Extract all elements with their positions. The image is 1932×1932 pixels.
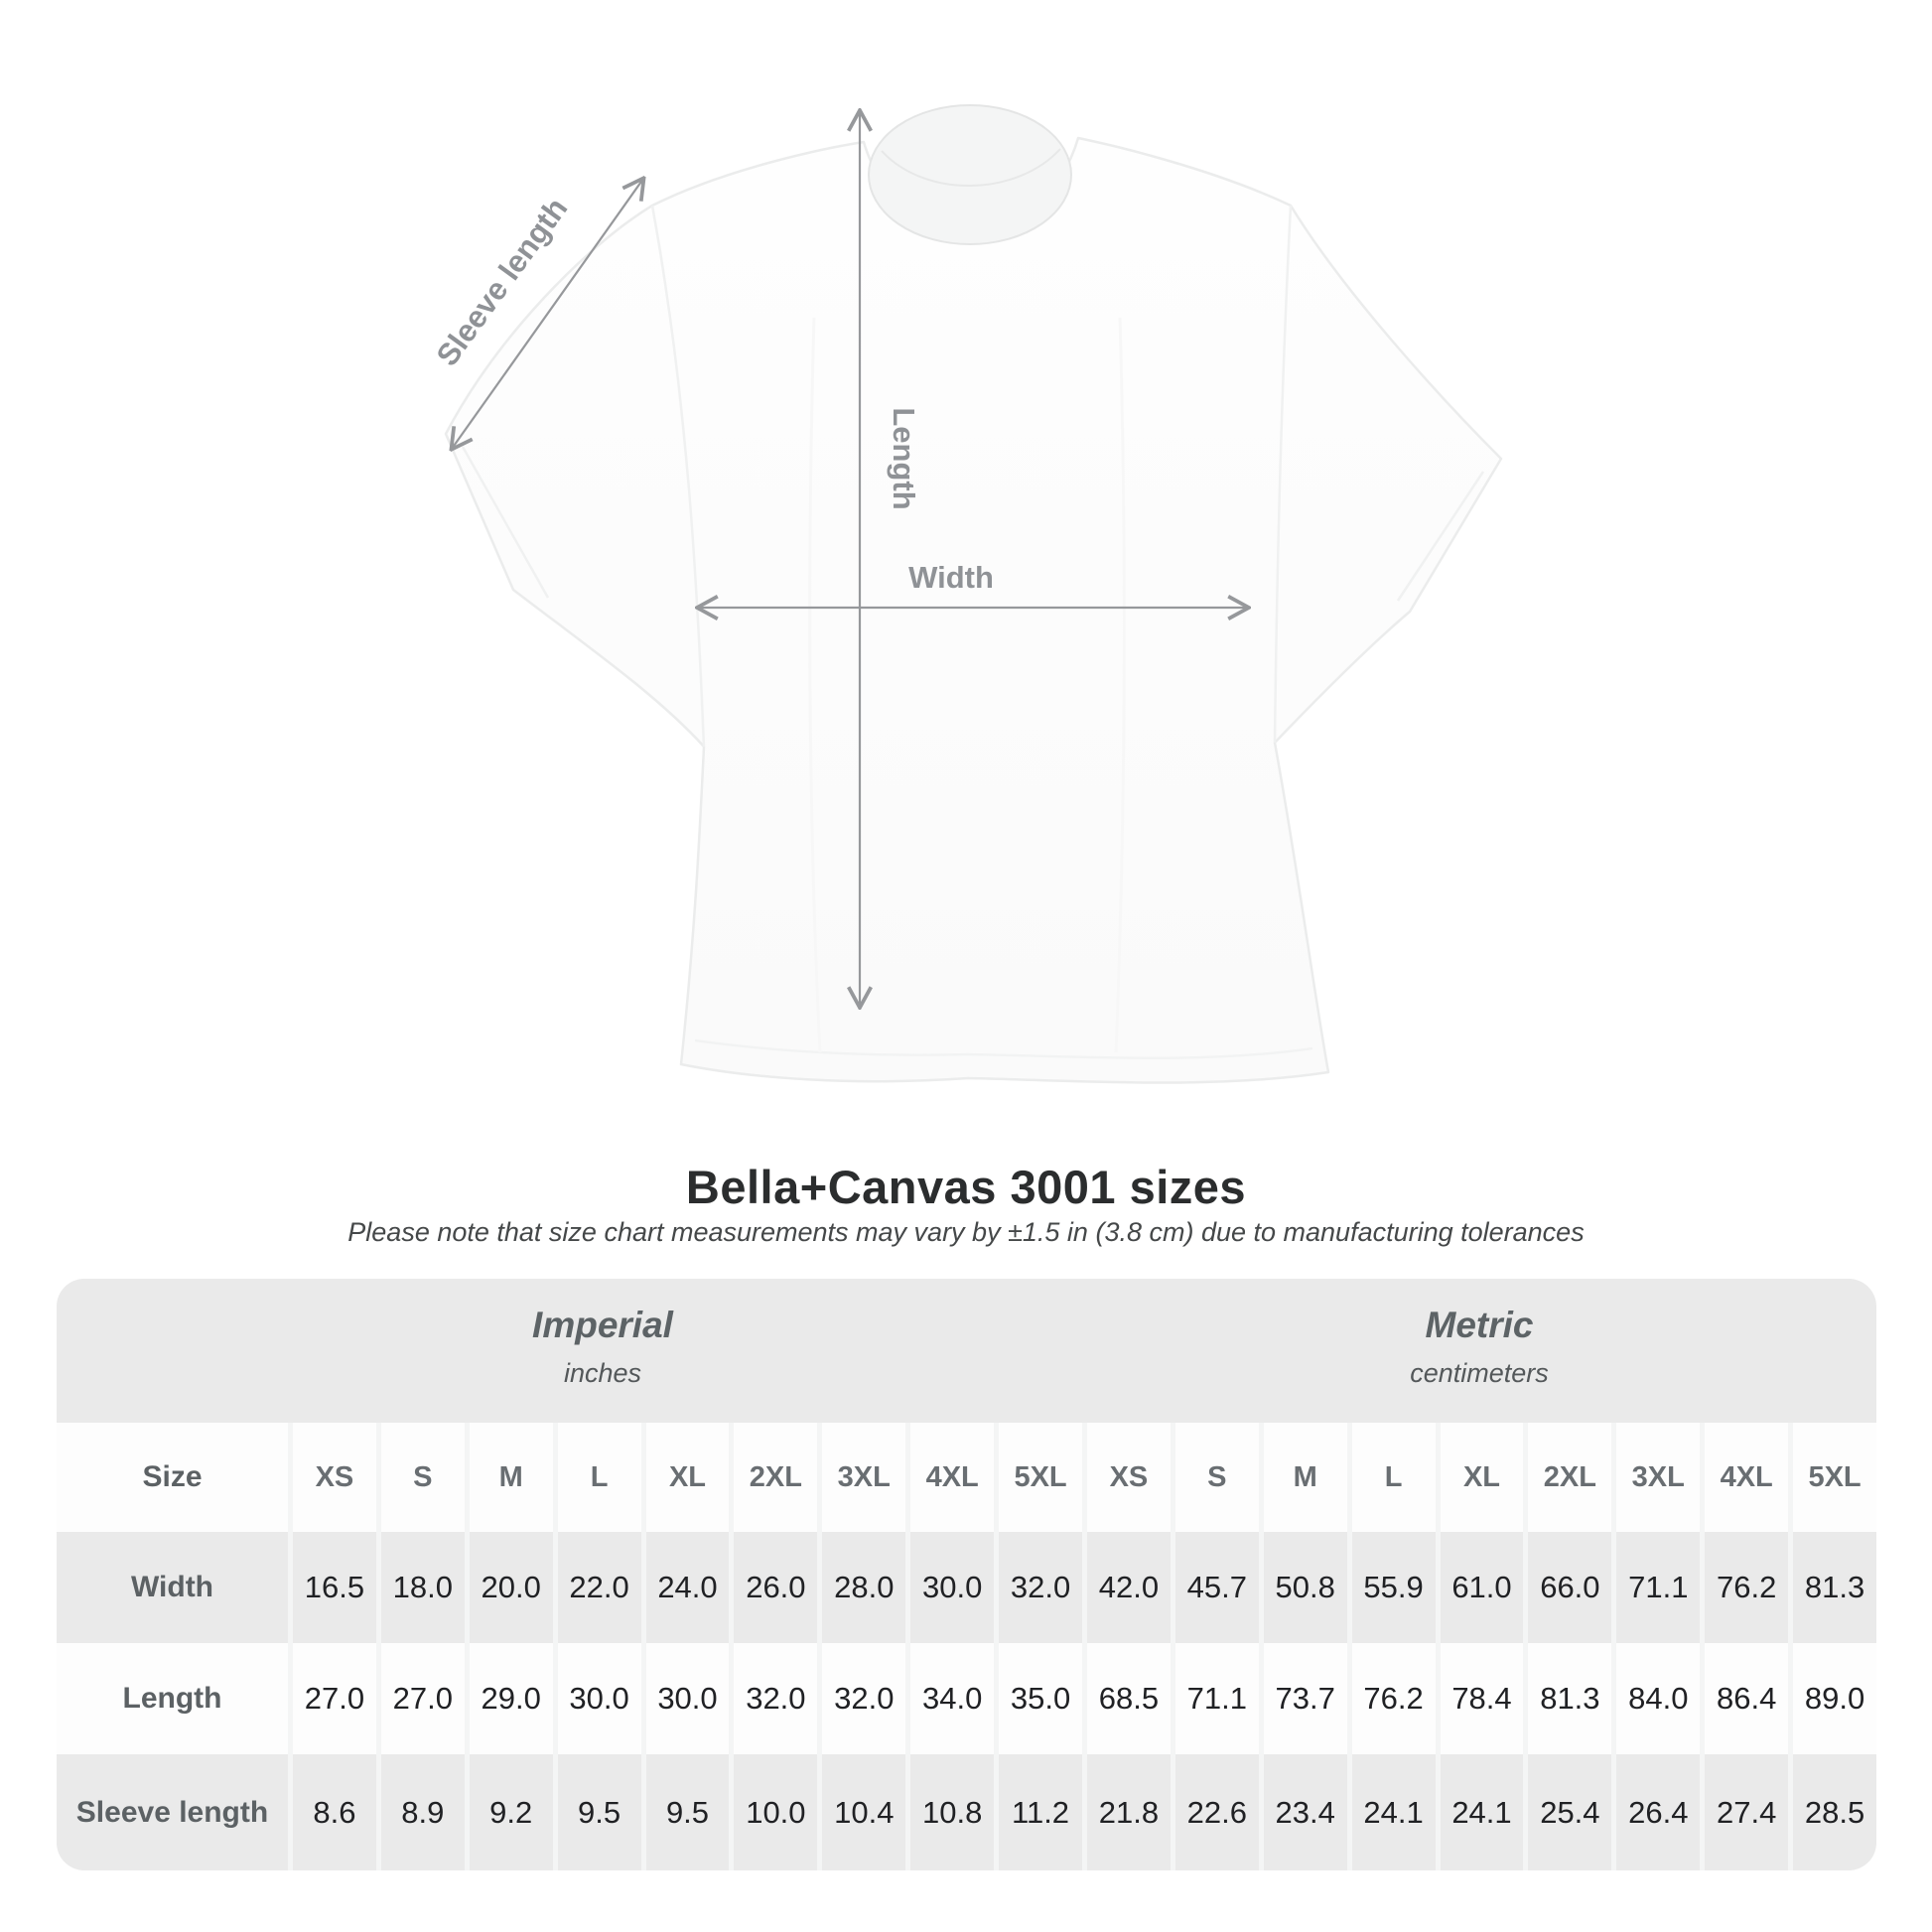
metric-unit-label: centimeters	[1410, 1358, 1549, 1388]
value-cell: 8.9	[375, 1754, 465, 1870]
value-cell: 20.0	[464, 1532, 553, 1643]
column-header: 2XL	[729, 1423, 818, 1532]
tshirt-graphic	[444, 136, 1503, 1084]
imperial-unit-group: Imperial inches	[176, 1305, 1030, 1389]
value-cell: 16.5	[288, 1532, 376, 1643]
value-cell: 78.4	[1435, 1643, 1524, 1754]
value-cell: 30.0	[905, 1532, 994, 1643]
column-header: XS	[1081, 1423, 1171, 1532]
column-header: L	[1346, 1423, 1436, 1532]
value-cell: 34.0	[905, 1643, 995, 1754]
value-cell: 66.0	[1523, 1532, 1611, 1643]
value-cell: 24.1	[1346, 1754, 1436, 1870]
value-cell: 86.4	[1700, 1643, 1789, 1754]
value-cell: 9.2	[464, 1754, 553, 1870]
value-cell: 27.0	[288, 1643, 376, 1754]
row-label: Width	[130, 1571, 214, 1603]
column-header: 4XL	[1700, 1423, 1789, 1532]
metric-label: Metric	[1425, 1305, 1534, 1345]
column-header: XS	[288, 1423, 376, 1532]
imperial-unit-label: inches	[563, 1358, 642, 1388]
column-header: 4XL	[905, 1423, 995, 1532]
value-cell: 68.5	[1081, 1643, 1171, 1754]
shirt-seams	[461, 205, 1485, 1060]
value-cell: 22.0	[552, 1532, 641, 1643]
length-arrow-label: Length	[887, 407, 921, 509]
imperial-label: Imperial	[532, 1305, 673, 1345]
value-cell: 29.0	[464, 1643, 553, 1754]
row-label: Length	[57, 1643, 288, 1754]
value-cell: 84.0	[1611, 1643, 1701, 1754]
tshirt-measurement-figure: Sleeve length Length Width	[430, 104, 1503, 1084]
width-arrow-label: Width	[908, 560, 994, 595]
value-cell: 24.1	[1435, 1754, 1524, 1870]
value-cell: 42.0	[1081, 1532, 1171, 1643]
value-cell: 10.4	[817, 1754, 905, 1870]
value-cell: 73.7	[1258, 1643, 1347, 1754]
column-header: L	[552, 1423, 641, 1532]
column-header: 5XL	[994, 1423, 1082, 1532]
value-cell: 81.3	[1523, 1643, 1612, 1754]
value-cell: 27.4	[1700, 1754, 1788, 1870]
value-cell: 71.1	[1611, 1532, 1700, 1643]
value-cell: 76.2	[1346, 1643, 1436, 1754]
value-cell: 21.8	[1081, 1754, 1171, 1870]
value-cell: 18.0	[375, 1532, 465, 1643]
sleeve-length-arrow	[452, 179, 643, 449]
column-header: XL	[640, 1423, 730, 1532]
value-cell: 32.0	[729, 1643, 818, 1754]
value-cell: 24.0	[640, 1532, 730, 1643]
value-cell: 55.9	[1346, 1532, 1436, 1643]
page-title: Bella+Canvas 3001 sizes	[685, 1161, 1247, 1213]
value-cell: 26.4	[1611, 1754, 1700, 1870]
column-header: 3XL	[1611, 1423, 1701, 1532]
value-cell: 89.0	[1788, 1643, 1876, 1754]
value-cell: 27.0	[375, 1643, 465, 1754]
value-cell: 30.0	[552, 1643, 641, 1754]
value-cell: 8.6	[288, 1754, 376, 1870]
value-cell: 50.8	[1258, 1532, 1347, 1643]
size-column-header: Size	[57, 1423, 288, 1532]
column-header: M	[1258, 1423, 1347, 1532]
collar-opening	[868, 104, 1072, 245]
value-cell: 61.0	[1435, 1532, 1524, 1643]
value-cell: 32.0	[994, 1532, 1082, 1643]
value-cell: 9.5	[552, 1754, 641, 1870]
unit-band: Imperial inches Metric centimeters	[57, 1279, 1876, 1423]
value-cell: 11.2	[994, 1754, 1082, 1870]
value-cell: 32.0	[817, 1643, 906, 1754]
value-cell: 45.7	[1170, 1532, 1259, 1643]
value-cell: 25.4	[1523, 1754, 1611, 1870]
column-header: S	[375, 1423, 465, 1532]
value-cell: 35.0	[994, 1643, 1082, 1754]
value-cell: 9.5	[640, 1754, 730, 1870]
column-header: S	[1170, 1423, 1259, 1532]
value-cell: 26.0	[729, 1532, 817, 1643]
tolerance-note: Please note that size chart measurements…	[347, 1217, 1585, 1247]
value-cell: 76.2	[1700, 1532, 1788, 1643]
column-header: M	[464, 1423, 553, 1532]
column-header: 2XL	[1523, 1423, 1612, 1532]
value-cell: 71.1	[1170, 1643, 1259, 1754]
column-header: 5XL	[1788, 1423, 1876, 1532]
column-header: 3XL	[817, 1423, 906, 1532]
size-table: Imperial inches Metric centimeters Size X…	[57, 1279, 1876, 1870]
value-cell: 28.0	[817, 1532, 905, 1643]
value-cell: 81.3	[1788, 1532, 1876, 1643]
row-label: Sleeve length	[75, 1795, 269, 1829]
value-cell: 22.6	[1170, 1754, 1259, 1870]
metric-unit-group: Metric centimeters	[1082, 1305, 1876, 1389]
value-cell: 23.4	[1258, 1754, 1347, 1870]
value-cell: 10.0	[729, 1754, 817, 1870]
size-table-grid: Size XS S M L XL 2XL 3XL 4XL 5XL XS S M L XL 2XL 3XL 4XL 5…	[57, 1423, 1876, 1870]
value-cell: 10.8	[905, 1754, 994, 1870]
value-cell: 28.5	[1788, 1754, 1876, 1870]
column-header: XL	[1435, 1423, 1524, 1532]
value-cell: 30.0	[640, 1643, 730, 1754]
collar-back-seam	[881, 148, 1061, 187]
